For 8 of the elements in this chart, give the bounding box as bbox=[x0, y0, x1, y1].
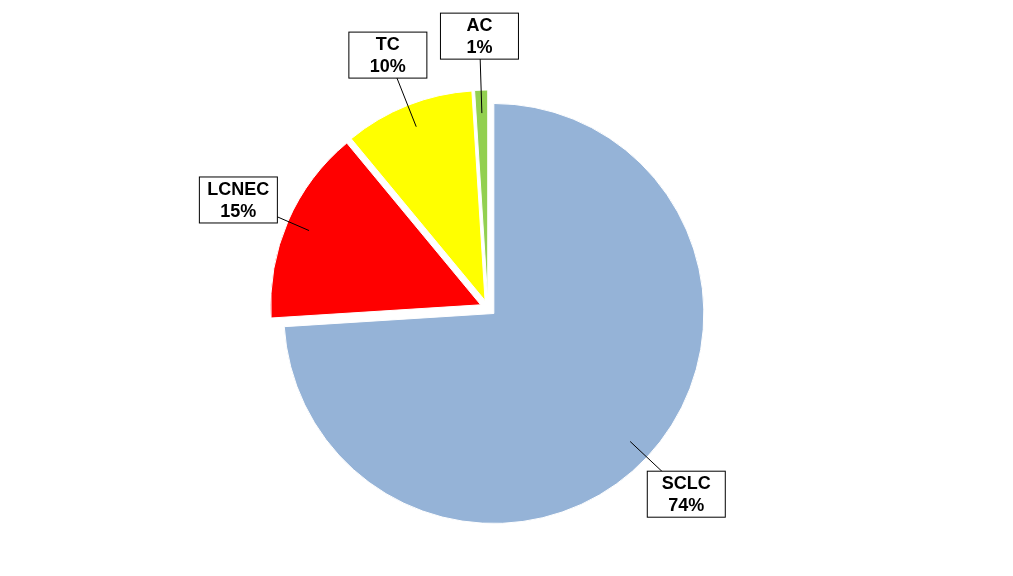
data-label: 74% bbox=[668, 495, 705, 516]
slice-label: AC bbox=[466, 15, 493, 36]
data-label: 15% bbox=[220, 200, 257, 221]
slice-label: SCLC bbox=[661, 473, 711, 494]
data-label: 1% bbox=[466, 37, 493, 58]
data-label: 10% bbox=[369, 56, 406, 77]
slice-label: TC bbox=[375, 34, 400, 55]
slice-label: LCNEC bbox=[207, 178, 270, 199]
